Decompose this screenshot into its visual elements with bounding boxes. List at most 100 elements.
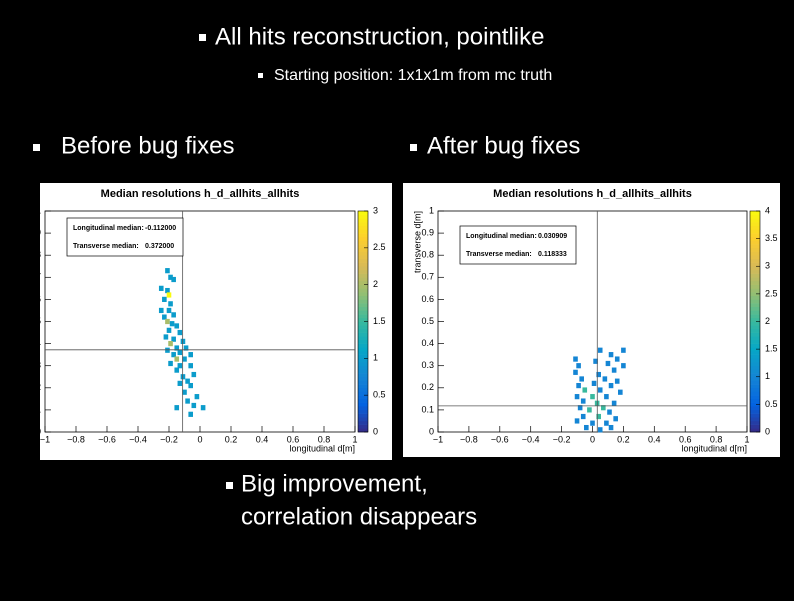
x-tick-label: −1 (40, 434, 50, 444)
bullet (258, 73, 263, 78)
heatmap-cell (621, 347, 626, 353)
colorbar-segment (358, 236, 368, 241)
heatmap-cell (162, 296, 167, 302)
colorbar-segment (358, 284, 368, 289)
heatmap-cell (174, 367, 180, 373)
heatmap-cell (194, 394, 200, 400)
x-tick-label: −0.6 (98, 434, 116, 444)
colorbar-segment (750, 225, 760, 230)
colorbar-segment (358, 354, 368, 359)
heatmap-cell (162, 314, 167, 320)
y-tick-label: 0.1 (28, 404, 41, 414)
colorbar-tick-label: 2 (765, 316, 770, 326)
colorbar-segment (358, 277, 368, 282)
heatmap-cell (188, 363, 193, 369)
colorbar-segment (750, 376, 760, 381)
heatmap-cell (582, 387, 588, 393)
colorbar-segment (358, 409, 368, 414)
colorbar-segment (358, 343, 368, 348)
heatmap-cell (188, 352, 193, 358)
heatmap-cell (613, 416, 618, 422)
x-axis-label: longitudinal d[m] (681, 443, 747, 453)
heatmap-cell (574, 394, 580, 400)
colorbar-tick-label: 2.5 (373, 242, 386, 252)
heatmap-cell (580, 413, 586, 420)
colorbar-segment (750, 218, 760, 223)
heatmap-cell (577, 405, 583, 411)
colorbar-segment (358, 384, 368, 389)
colorbar-segment (750, 373, 760, 378)
colorbar-segment (750, 354, 760, 359)
y-tick-label: 0.2 (28, 382, 41, 392)
heatmap-cell (580, 398, 586, 404)
y-tick-label: 1 (36, 205, 41, 215)
colorbar-segment (358, 251, 368, 256)
colorbar-segment (358, 373, 368, 378)
x-tick-label: 0.4 (256, 434, 269, 444)
heatmap-cell (165, 268, 170, 274)
x-axis-label: longitudinal d[m] (289, 443, 355, 453)
colorbar-segment (750, 266, 760, 271)
colorbar-segment (358, 406, 368, 411)
y-tick-label: 1 (429, 205, 434, 215)
heatmap-cell (168, 274, 173, 280)
colorbar-segment (358, 314, 368, 319)
y-tick-label: 0.6 (28, 294, 41, 304)
heatmap-cell (158, 285, 164, 291)
colorbar-segment (750, 417, 760, 422)
right-heading: After bug fixes (427, 132, 580, 159)
colorbar-segment (358, 258, 368, 263)
y-tick-label: 0.8 (421, 250, 434, 260)
stats-value: 0.030909 (538, 233, 567, 240)
colorbar-segment (358, 362, 368, 366)
colorbar-segment (358, 218, 368, 223)
colorbar-segment (750, 284, 760, 289)
y-tick-label: 0 (36, 426, 41, 436)
heatmap-cell (618, 389, 623, 395)
heatmap-cell (177, 363, 183, 369)
colorbar-segment (358, 321, 368, 326)
heatmap-cell (605, 360, 611, 367)
colorbar-segment (358, 420, 368, 425)
y-tick-label: 0.8 (28, 250, 41, 260)
heatmap-cell (576, 363, 581, 369)
x-tick-label: 0.8 (318, 434, 331, 444)
colorbar-segment (750, 365, 760, 370)
chart-title: Median resolutions h_d_allhits_allhits (493, 188, 692, 200)
heatmap-cell (584, 424, 589, 431)
colorbar-segment (750, 384, 760, 389)
bullet (33, 144, 40, 151)
colorbar-segment (750, 336, 760, 341)
heatmap-cell (591, 380, 597, 386)
colorbar-segment (750, 413, 760, 418)
heatmap-cell (163, 334, 169, 340)
x-tick-label: −0.4 (522, 434, 540, 444)
colorbar-tick-label: 2.5 (765, 288, 778, 298)
y-tick-label: 0.2 (421, 382, 434, 392)
colorbar-segment (750, 255, 760, 260)
colorbar-segment (750, 391, 760, 396)
x-tick-label: −0.8 (67, 434, 85, 444)
colorbar-segment (358, 398, 368, 403)
colorbar-segment (750, 387, 760, 392)
heatmap-cell (608, 382, 614, 389)
colorbar-segment (358, 395, 368, 400)
heatmap-cell (174, 405, 180, 411)
colorbar-tick-label: 1.5 (373, 316, 386, 326)
heatmap-cell (166, 327, 172, 333)
heatmap-cell (174, 356, 180, 362)
colorbar-segment (358, 428, 368, 433)
heatmap-cell (183, 345, 189, 351)
colorbar-segment (358, 240, 368, 245)
conclusion-line: Big improvement, (241, 470, 428, 497)
colorbar-tick-label: 3 (765, 261, 770, 271)
colorbar-segment (750, 332, 760, 337)
colorbar-segment (750, 240, 760, 245)
x-tick-label: 1 (744, 434, 749, 444)
heatmap-cell (191, 402, 197, 409)
colorbar-segment (750, 395, 760, 400)
colorbar-segment (750, 358, 760, 363)
y-tick-label: 0.4 (28, 338, 41, 348)
heatmap-cell (182, 356, 187, 362)
stats-name: Transverse median: (73, 243, 139, 250)
